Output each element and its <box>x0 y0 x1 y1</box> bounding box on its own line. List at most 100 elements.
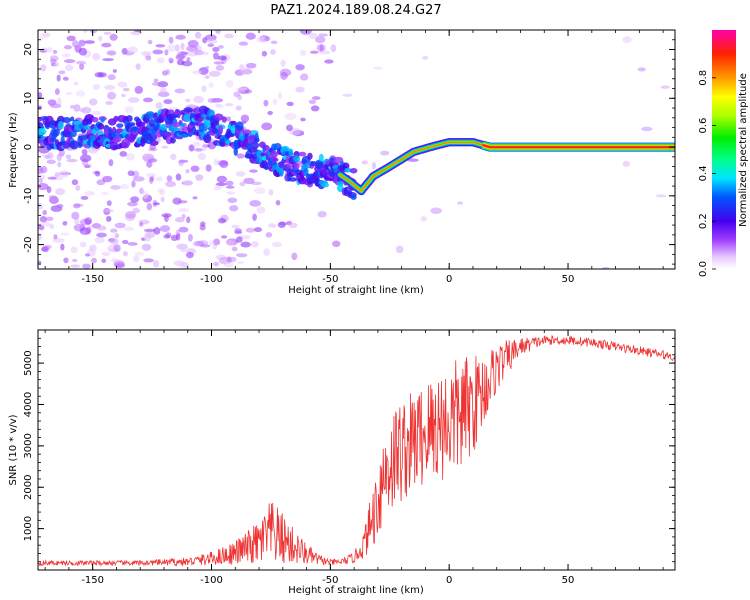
spectrogram-noise-blob <box>249 200 262 207</box>
spectrogram-noise-blob <box>165 68 170 75</box>
spectrogram-noise-blob <box>176 243 188 250</box>
spectrogram-noise-blob <box>113 244 121 252</box>
spectrogram-ridge-blob <box>159 123 168 131</box>
spectrogram-noise-blob <box>120 93 126 97</box>
spectrogram-noise-blob <box>188 144 195 152</box>
spectrogram-noise-blob <box>225 180 234 186</box>
spectrogram-noise-blob <box>252 213 257 221</box>
spectrogram-noise-blob <box>235 253 248 258</box>
spectrogram-noise-blob <box>622 36 632 44</box>
spectrogram-noise-blob <box>139 187 144 195</box>
spectrogram-noise-blob <box>173 260 186 267</box>
spectrogram-noise-blob <box>54 172 60 178</box>
spectrogram-ridge-blob <box>132 126 138 133</box>
spectrogram-noise-blob <box>186 216 191 224</box>
spectrogram-noise-blob <box>601 266 610 269</box>
spectrogram-ridge-blob <box>117 128 123 133</box>
spectrogram-noise-blob <box>254 187 266 195</box>
snr-x-tick-label: 50 <box>562 575 575 586</box>
spectrogram-noise-blob <box>98 35 103 42</box>
spectrogram-ridge-blob <box>179 122 186 128</box>
spectrogram-noise-blob <box>91 257 97 264</box>
spectrogram-noise-blob <box>317 210 327 218</box>
spectrogram-noise-blob <box>42 221 51 227</box>
spectrogram-noise-blob <box>156 57 165 64</box>
spectrogram-noise-blob <box>245 62 257 69</box>
spectrogram-noise-blob <box>373 66 383 70</box>
snr-panel: -150 -100 -50 0 50 1000 2000 3000 4000 5000 Heig… <box>8 329 676 596</box>
spectrogram-x-tick-label: 0 <box>446 274 452 285</box>
spectrogram-ridge-blob <box>213 113 224 121</box>
spectrogram-y-tick-label: -10 <box>23 188 34 204</box>
snr-x-tick-label: 0 <box>446 575 452 586</box>
spectrogram-ridge-blob <box>225 139 232 145</box>
spectrogram-noise-blob <box>40 166 48 174</box>
spectrogram-ridge-blob <box>145 111 156 120</box>
spectrogram-noise-blob <box>134 85 143 94</box>
spectrogram-noise-blob <box>152 49 164 55</box>
spectrogram-ridge-blob <box>56 115 65 124</box>
spectrogram-noise-blob <box>132 207 141 214</box>
spectrogram-noise-blob <box>299 73 309 81</box>
spectrogram-noise-blob <box>205 66 210 70</box>
spectrogram-noise-blob <box>119 150 128 157</box>
spectrogram-x-tick-label: -100 <box>200 274 223 285</box>
spectrogram-ridge-peak <box>261 156 267 161</box>
spectrogram-x-axis: -150 -100 -50 0 50 <box>44 30 664 285</box>
spectrogram-ridge-blob <box>293 155 300 163</box>
spectrogram-noise-blob <box>81 148 88 156</box>
spectrogram-noise-blob <box>62 76 69 81</box>
spectrogram-noise-blob <box>637 67 646 72</box>
spectrogram-ridge-blob <box>113 115 119 123</box>
snr-x-label: Height of straight line (km) <box>288 585 424 596</box>
spectrogram-noise-blob <box>94 236 105 244</box>
spectrogram-noise-blob <box>275 199 281 206</box>
spectrogram-noise-blob <box>166 44 177 52</box>
snr-x-tick-label: -150 <box>81 575 104 586</box>
spectrogram-noise-blob <box>107 91 117 100</box>
spectrogram-noise-blob <box>178 159 185 165</box>
spectrogram-ridge-blob <box>233 147 238 156</box>
spectrogram-noise-blob <box>254 227 262 233</box>
spectrogram-noise-blob <box>153 78 159 84</box>
spectrogram-noise-blob <box>38 183 49 191</box>
spectrogram-noise-blob <box>207 43 215 48</box>
spectrogram-noise-blob <box>114 263 125 269</box>
spectrogram-noise-blob <box>407 158 419 162</box>
spectrogram-noise-blob <box>280 59 286 67</box>
spectrogram-noise-blob <box>83 164 91 169</box>
spectrogram-noise-blob <box>324 59 334 64</box>
spectrogram-noise-blob <box>223 261 234 268</box>
colorbar-label: Normalized spectral amplitude <box>738 73 749 227</box>
spectrogram-noise-blob <box>131 180 136 188</box>
spectrogram-noise-blob <box>84 217 93 225</box>
spectrogram-noise-blob <box>185 168 190 174</box>
spectrogram-noise-blob <box>72 258 78 263</box>
spectrogram-noise-blob <box>235 105 242 111</box>
spectrogram-ridge-blob <box>125 115 133 122</box>
spectrogram-noise-blob <box>55 188 66 196</box>
spectrogram-noise-blob <box>177 207 190 213</box>
spectrogram-noise-blob <box>205 164 212 172</box>
spectrogram-noise-blob <box>39 215 48 223</box>
spectrogram-noise-blob <box>53 234 58 240</box>
snr-x-tick-label: -50 <box>322 575 338 586</box>
spectrogram-noise-blob <box>181 213 186 219</box>
spectrogram-noise-blob <box>261 50 268 57</box>
spectrogram-noise-blob <box>143 228 156 233</box>
spectrogram-ridge-blob <box>70 116 75 122</box>
spectrogram-noise-blob <box>78 47 88 56</box>
spectrogram-noise-blob <box>185 98 191 103</box>
spectrogram-noise-blob <box>342 93 353 97</box>
spectrogram-noise-blob <box>155 176 163 182</box>
spectrogram-noise-blob <box>240 67 252 75</box>
spectrogram-noise-blob <box>192 196 198 200</box>
spectrogram-ridge-blob <box>344 167 352 173</box>
spectrogram-ridge-blob <box>148 119 156 127</box>
spectrogram-noise-blob <box>103 31 112 36</box>
spectrogram-noise-blob <box>422 55 429 60</box>
spectrogram-noise-blob <box>240 114 250 123</box>
spectrogram-noise-blob <box>430 207 442 214</box>
spectrogram-noise-blob <box>380 150 390 156</box>
spectrogram-noise-blob <box>53 61 60 67</box>
